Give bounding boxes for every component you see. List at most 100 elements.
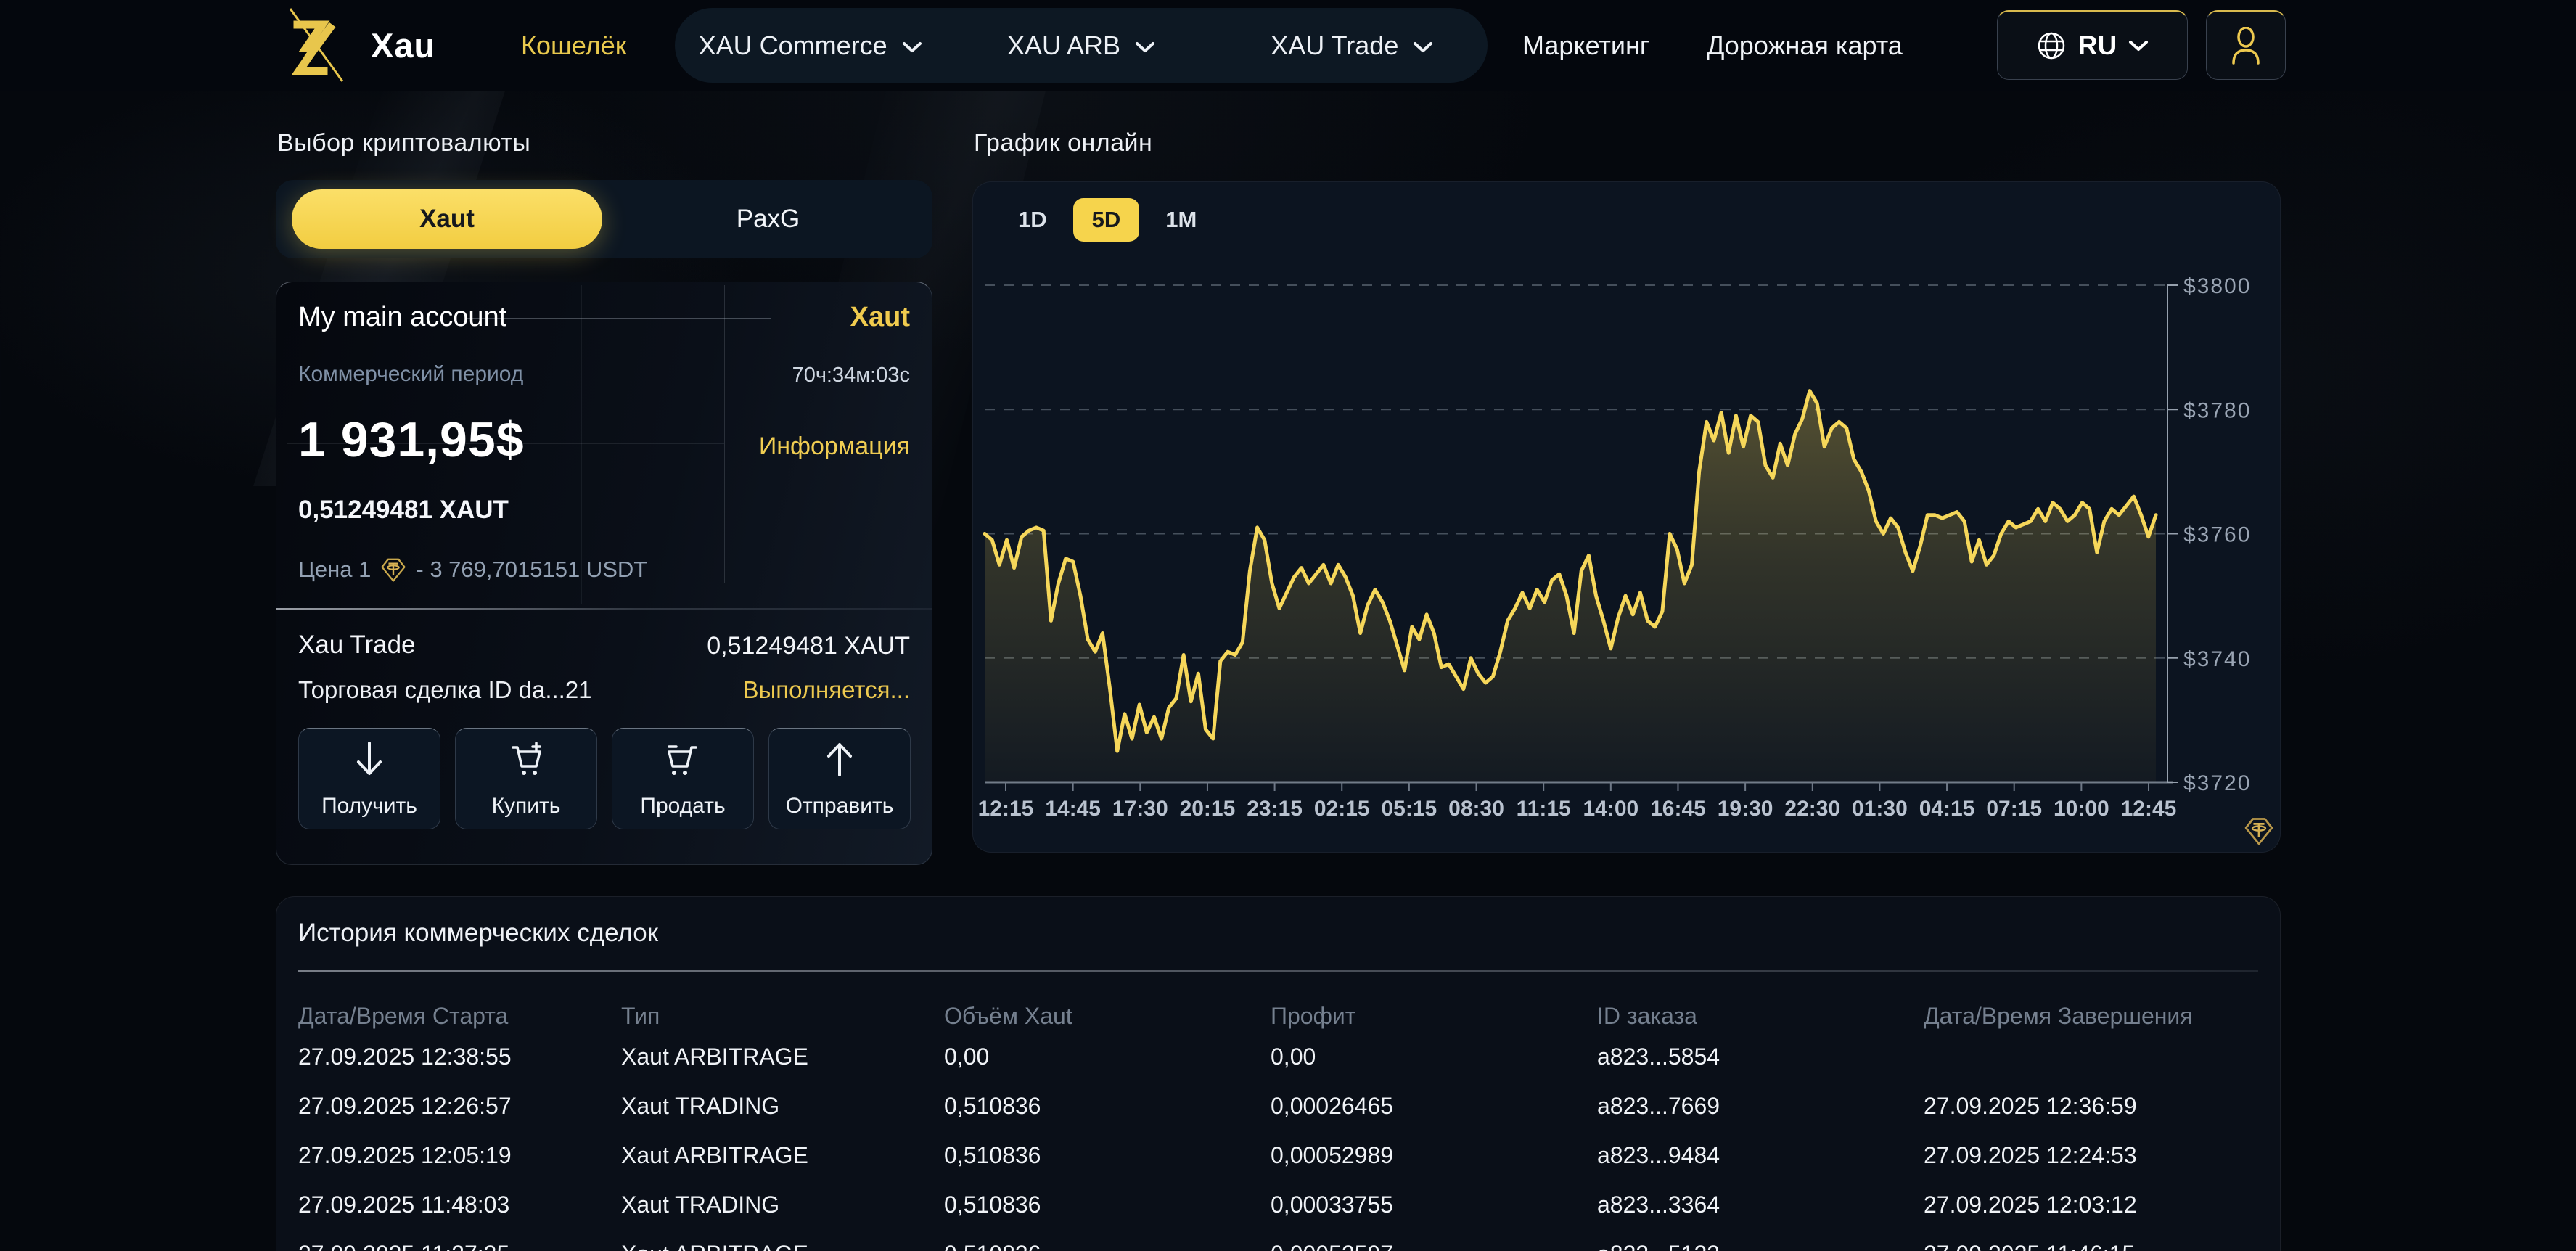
crypto-tabs: Xaut PaxG xyxy=(276,180,932,258)
x-axis-label: 07:15 xyxy=(1986,797,2042,821)
language-code: RU xyxy=(2077,30,2117,60)
y-axis-label: $3780 xyxy=(2183,398,2251,422)
column-header: Дата/Время Завершения xyxy=(1924,1003,2193,1029)
menu-label: XAU ARB xyxy=(1006,30,1121,60)
trade-status-link[interactable]: Выполняется... xyxy=(742,676,910,703)
trade-deal-id: Торговая сделка ID da...21 xyxy=(298,676,592,703)
x-axis-label: 17:30 xyxy=(1112,797,1168,821)
x-axis-label: 22:30 xyxy=(1784,797,1840,821)
x-axis-label: 04:15 xyxy=(1919,797,1975,821)
x-axis-label: 20:15 xyxy=(1180,797,1236,821)
menu-xau-commerce[interactable]: XAU Commerce xyxy=(675,8,946,83)
y-axis-label: $3800 xyxy=(2183,274,2251,298)
main-menu: XAU Commerce XAU ARB XAU Trade xyxy=(675,8,1488,83)
column-header: ID заказа xyxy=(1597,1003,1697,1029)
tab-paxg[interactable]: PaxG xyxy=(736,205,800,233)
table-cell: Xaut TRADING xyxy=(621,1092,780,1119)
information-link[interactable]: Информация xyxy=(758,432,910,460)
chevron-down-icon xyxy=(1135,41,1155,54)
column-header: Дата/Время Старта xyxy=(298,1003,509,1029)
table-cell: 27.09.2025 11:46:15 xyxy=(1924,1241,2258,1251)
menu-label: XAU Commerce xyxy=(698,30,887,60)
column-header: Тип xyxy=(621,1003,660,1029)
table-cell: 27.09.2025 12:24:53 xyxy=(1924,1141,2137,1168)
chart-panel: 1D 5D 1M 12:15 14:45 17:30 20:15 23:15 02:15 0… xyxy=(972,181,2281,853)
brand-logo[interactable]: Xau xyxy=(270,6,488,84)
arrow-down-icon xyxy=(353,740,386,778)
table-cell: 27.09.2025 12:36:59 xyxy=(1924,1092,2137,1119)
table-cell: a823...9484 xyxy=(1597,1141,1720,1168)
nav-marketing-link[interactable]: Маркетинг xyxy=(1522,30,1650,60)
range-1d-button[interactable]: 1D xyxy=(1018,207,1047,232)
menu-label: XAU Trade xyxy=(1271,30,1399,60)
cart-minus-icon xyxy=(664,740,702,778)
x-axis-label: 14:45 xyxy=(1045,797,1101,821)
tab-xaut[interactable]: Xaut xyxy=(292,189,602,249)
nav-roadmap-link[interactable]: Дорожная карта xyxy=(1707,30,1903,60)
range-5d-button[interactable]: 5D xyxy=(1072,198,1140,242)
table-cell: 0,00052989 xyxy=(1271,1141,1394,1168)
nav-wallet-link[interactable]: Кошелёк xyxy=(521,30,627,60)
chart-range-switcher: 1D 5D 1M xyxy=(1002,198,1213,242)
table-row: 27.09.2025 12:05:19 Xaut ARBITRAGE 0,51083… xyxy=(298,1131,2258,1180)
chevron-down-icon xyxy=(2128,39,2149,52)
action-label: Отправить xyxy=(785,794,894,818)
price-chart[interactable]: 12:15 14:45 17:30 20:15 23:15 02:15 05:15 08:30… xyxy=(973,182,2281,853)
arrow-up-icon xyxy=(823,740,856,778)
table-cell: 0,00026465 xyxy=(1271,1092,1394,1119)
table-cell: 0,510836 xyxy=(944,1191,1041,1218)
commercial-period-label: Коммерческий период xyxy=(298,362,524,386)
chevron-down-icon xyxy=(902,41,922,54)
x-axis-label: 08:30 xyxy=(1448,797,1504,821)
table-row: 27.09.2025 12:26:57 Xaut TRADING 0,510836 0… xyxy=(298,1081,2258,1131)
x-axis-label: 05:15 xyxy=(1382,797,1437,821)
language-selector[interactable]: RU xyxy=(1997,10,2188,80)
table-header-row: Дата/Время Старта Тип Объём Xaut Профит … xyxy=(298,1003,2258,1030)
table-row: 27.09.2025 11:27:35Xaut ARBITRAGE0,51083… xyxy=(298,1229,2258,1251)
table-cell: 27.09.2025 11:27:35 xyxy=(298,1241,621,1251)
chevron-down-icon xyxy=(1413,41,1433,54)
x-logo-icon xyxy=(270,6,361,84)
menu-xau-arb[interactable]: XAU ARB xyxy=(946,8,1216,83)
trade-name: Xau Trade xyxy=(298,631,416,659)
buy-button[interactable]: Купить xyxy=(455,728,597,829)
history-divider xyxy=(298,970,2258,972)
profile-button[interactable] xyxy=(2206,10,2286,80)
table-cell: Xaut TRADING xyxy=(621,1191,780,1218)
brand-name: Xau xyxy=(371,25,436,65)
account-actions: Получить Купить Продать xyxy=(298,728,911,829)
globe-icon xyxy=(2036,30,2067,61)
sell-button[interactable]: Продать xyxy=(612,728,754,829)
x-axis-label: 19:30 xyxy=(1718,797,1773,821)
y-axis-label: $3720 xyxy=(2183,771,2251,795)
account-card: My main account Xaut Коммерческий период… xyxy=(276,282,932,865)
table-row: 27.09.2025 12:38:55 Xaut ARBITRAGE 0,00 0,0… xyxy=(298,1032,2258,1081)
table-cell: 0,00052597 xyxy=(1271,1241,1597,1251)
top-navigation-bar: Xau Кошелёк XAU Commerce XAU ARB XAU Tra… xyxy=(0,0,2576,91)
user-icon xyxy=(2229,26,2263,65)
tether-gold-badge-icon xyxy=(2243,815,2275,847)
price-suffix: - 3 769,7015151 USDT xyxy=(416,557,648,582)
table-cell: a823...5854 xyxy=(1597,1043,1720,1070)
table-cell: 0,510836 xyxy=(944,1092,1041,1119)
card-divider xyxy=(276,608,932,610)
holdings-amount: 0,51249481 XAUT xyxy=(298,496,509,524)
range-1m-button[interactable]: 1M xyxy=(1165,207,1197,232)
table-cell: 0,510836 xyxy=(944,1241,1271,1251)
history-title: История коммерческих сделок xyxy=(298,919,659,947)
table-cell: Xaut ARBITRAGE xyxy=(621,1241,944,1251)
table-cell: 27.09.2025 12:26:57 xyxy=(298,1092,512,1119)
receive-button[interactable]: Получить xyxy=(298,728,440,829)
table-cell: 27.09.2025 12:38:55 xyxy=(298,1043,512,1070)
tether-gold-icon xyxy=(380,556,407,583)
menu-xau-trade[interactable]: XAU Trade xyxy=(1217,8,1488,83)
send-button[interactable]: Отправить xyxy=(768,728,911,829)
x-axis-label: 02:15 xyxy=(1314,797,1370,821)
x-axis-label: 10:00 xyxy=(2054,797,2109,821)
table-cell: 27.09.2025 12:05:19 xyxy=(298,1141,512,1168)
y-axis-label: $3760 xyxy=(2183,523,2251,547)
x-axis-label: 14:00 xyxy=(1583,797,1638,821)
table-cell: 27.09.2025 12:03:12 xyxy=(1924,1191,2137,1218)
x-axis-label: 12:45 xyxy=(2121,797,2177,821)
y-axis-label: $3740 xyxy=(2183,647,2251,671)
